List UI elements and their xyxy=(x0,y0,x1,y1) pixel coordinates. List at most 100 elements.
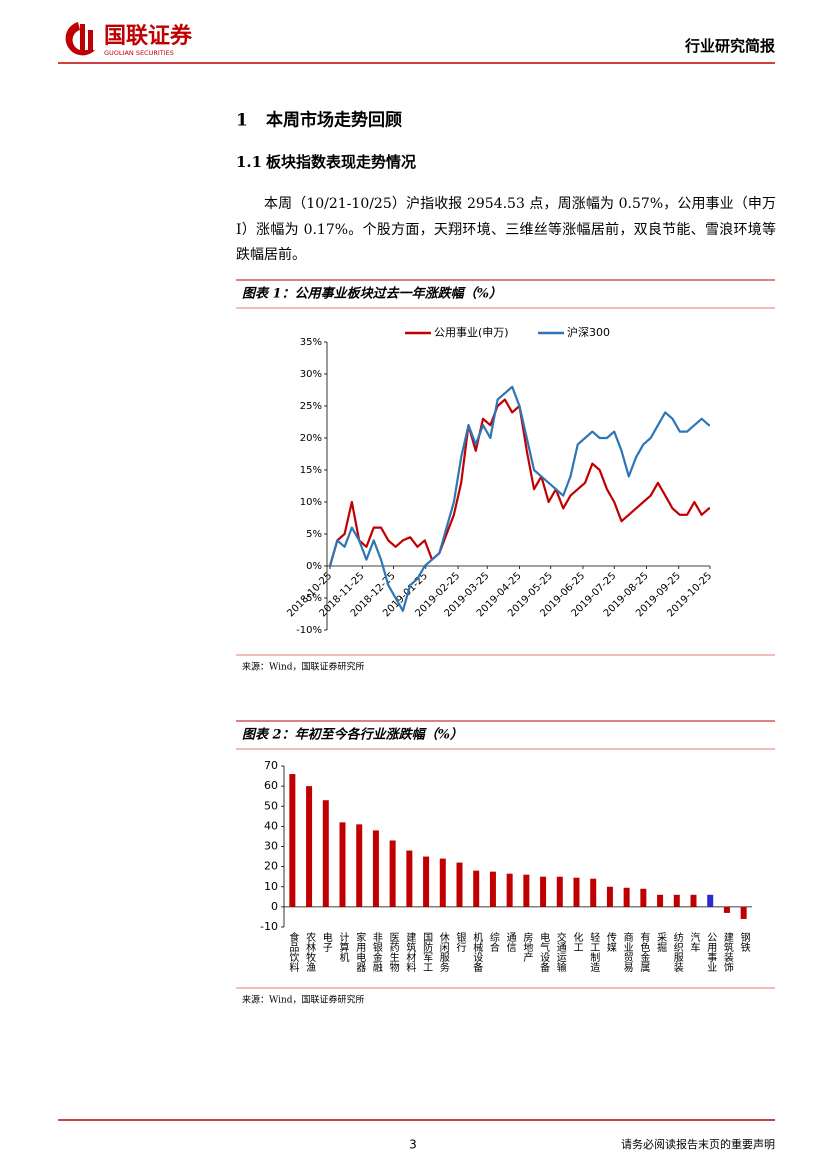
bar xyxy=(623,887,630,907)
report-type: 行业研究简报 xyxy=(684,37,775,55)
x-tick-label: 化工 xyxy=(571,931,583,952)
bar xyxy=(356,824,363,907)
y-tick-label: 20% xyxy=(300,433,322,444)
bar xyxy=(473,870,480,907)
bar-chart: -10 0 10 20 30 40 50 60 70 食品饮料 农林牧渔 电子 计算机 家用电器 非银金融医… xyxy=(260,759,752,973)
x-tick-label: 电子 xyxy=(320,931,332,952)
x-tick-label: 建筑装饰 xyxy=(721,931,733,973)
x-tick-label: 轻工制造 xyxy=(588,931,600,972)
bar xyxy=(306,786,313,907)
subsection-number: 1.1 xyxy=(236,153,262,171)
y-tick-label: 10 xyxy=(264,880,278,893)
bar xyxy=(707,894,714,907)
bar xyxy=(322,800,329,907)
bar xyxy=(690,894,697,907)
bar xyxy=(573,877,580,907)
x-tick-label: 综合 xyxy=(487,931,499,953)
y-tick-label: 30% xyxy=(300,369,322,380)
bar xyxy=(740,906,747,919)
x-tick-label: 钢铁 xyxy=(738,931,750,953)
bar xyxy=(289,774,296,907)
bar xyxy=(556,876,563,907)
series-line xyxy=(328,385,711,612)
x-tick-label: 医药生物 xyxy=(387,932,399,973)
logo: 国联证券 GUOLIAN SECURITIES xyxy=(65,22,193,57)
page-number: 3 xyxy=(409,1138,417,1152)
x-tick-label: 休闲服务 xyxy=(437,932,449,973)
x-tick-label: 通信 xyxy=(504,932,516,953)
bar xyxy=(673,894,680,907)
y-tick-label: 15% xyxy=(300,465,322,476)
bar xyxy=(372,830,379,907)
y-tick-label: 35% xyxy=(300,337,322,348)
y-tick-label: 0% xyxy=(306,561,322,572)
x-tick-label: 纺织服装 xyxy=(671,931,683,973)
y-tick-label: -10 xyxy=(260,920,278,933)
section-number: 1 xyxy=(236,111,248,131)
x-tick-label: 有色金属 xyxy=(638,931,650,973)
y-tick-label: 25% xyxy=(300,401,322,412)
bar xyxy=(406,850,413,907)
x-tick-label: 交通运输 xyxy=(554,931,566,973)
x-tick-label: 商业贸易 xyxy=(621,931,633,973)
y-tick-label: 0 xyxy=(271,900,278,913)
paragraph: 本周（10/21-10/25）沪指收报 2954.53 点，周涨幅为 0.57%… xyxy=(236,196,776,263)
x-tick-label: 房地产 xyxy=(521,931,533,963)
bar xyxy=(606,886,613,907)
x-tick-label: 国防军工 xyxy=(421,932,433,972)
x-tick-label: 家用电器 xyxy=(354,931,366,973)
x-tick-label: 银行 xyxy=(454,931,466,953)
x-tick-label: 机械设备 xyxy=(471,931,483,973)
figure-source: 来源：Wind，国联证券研究所 xyxy=(242,994,365,1006)
y-tick-label: 50 xyxy=(264,799,278,812)
x-tick-label: 采掘 xyxy=(655,932,667,953)
y-tick-label: 20 xyxy=(264,860,278,873)
x-tick-label: 公用事业 xyxy=(705,932,717,972)
bar xyxy=(456,862,463,907)
bar xyxy=(640,888,647,907)
legend-label: 沪深300 xyxy=(567,325,610,339)
logo-mark xyxy=(65,22,95,56)
bar xyxy=(439,858,446,907)
logo-text: 国联证券 xyxy=(104,23,193,49)
legend-label: 公用事业(申万) xyxy=(434,326,509,339)
x-tick-label: 建筑材料 xyxy=(404,931,416,973)
figure-caption: 图表 2：年初至今各行业涨跌幅（%） xyxy=(242,727,463,743)
x-tick-label: 食品饮料 xyxy=(287,931,299,973)
x-tick-label: 非银金融 xyxy=(370,932,382,973)
bar xyxy=(506,873,513,907)
logo-subtext: GUOLIAN SECURITIES xyxy=(104,49,174,57)
x-tick-label: 电气设备 xyxy=(538,931,550,973)
x-tick-label: 汽车 xyxy=(688,931,700,953)
y-tick-label: 5% xyxy=(306,529,322,540)
x-tick-label: 计算机 xyxy=(337,931,349,963)
bar xyxy=(590,878,597,907)
y-tick-label: 70 xyxy=(264,759,278,772)
bar xyxy=(657,894,664,907)
y-tick-label: -5% xyxy=(303,593,322,604)
bar xyxy=(389,840,396,907)
bar xyxy=(523,874,530,907)
x-tick-label: 农林牧渔 xyxy=(304,931,316,973)
bar xyxy=(489,871,496,907)
bar xyxy=(423,856,430,907)
logo-mark xyxy=(88,30,93,52)
section-title: 本周市场走势回顾 xyxy=(266,110,402,131)
bar xyxy=(723,906,730,913)
y-tick-label: -10% xyxy=(296,625,322,636)
logo-mark xyxy=(80,24,85,52)
y-tick-label: 60 xyxy=(264,779,278,792)
line-chart: -10%-5%0%5%10%15%20%25%30%35%2018-10-252… xyxy=(285,325,714,636)
y-tick-label: 30 xyxy=(264,840,278,853)
y-tick-label: 10% xyxy=(300,497,322,508)
subsection-title: 板块指数表现走势情况 xyxy=(266,153,416,171)
bar xyxy=(339,822,346,907)
x-tick-label: 传媒 xyxy=(604,932,616,953)
figure-source: 来源：Wind，国联证券研究所 xyxy=(242,661,365,673)
y-tick-label: 40 xyxy=(264,819,278,832)
disclaimer: 请务必阅读报告末页的重要声明 xyxy=(621,1137,775,1151)
series-line xyxy=(328,398,711,567)
bar xyxy=(540,876,547,907)
